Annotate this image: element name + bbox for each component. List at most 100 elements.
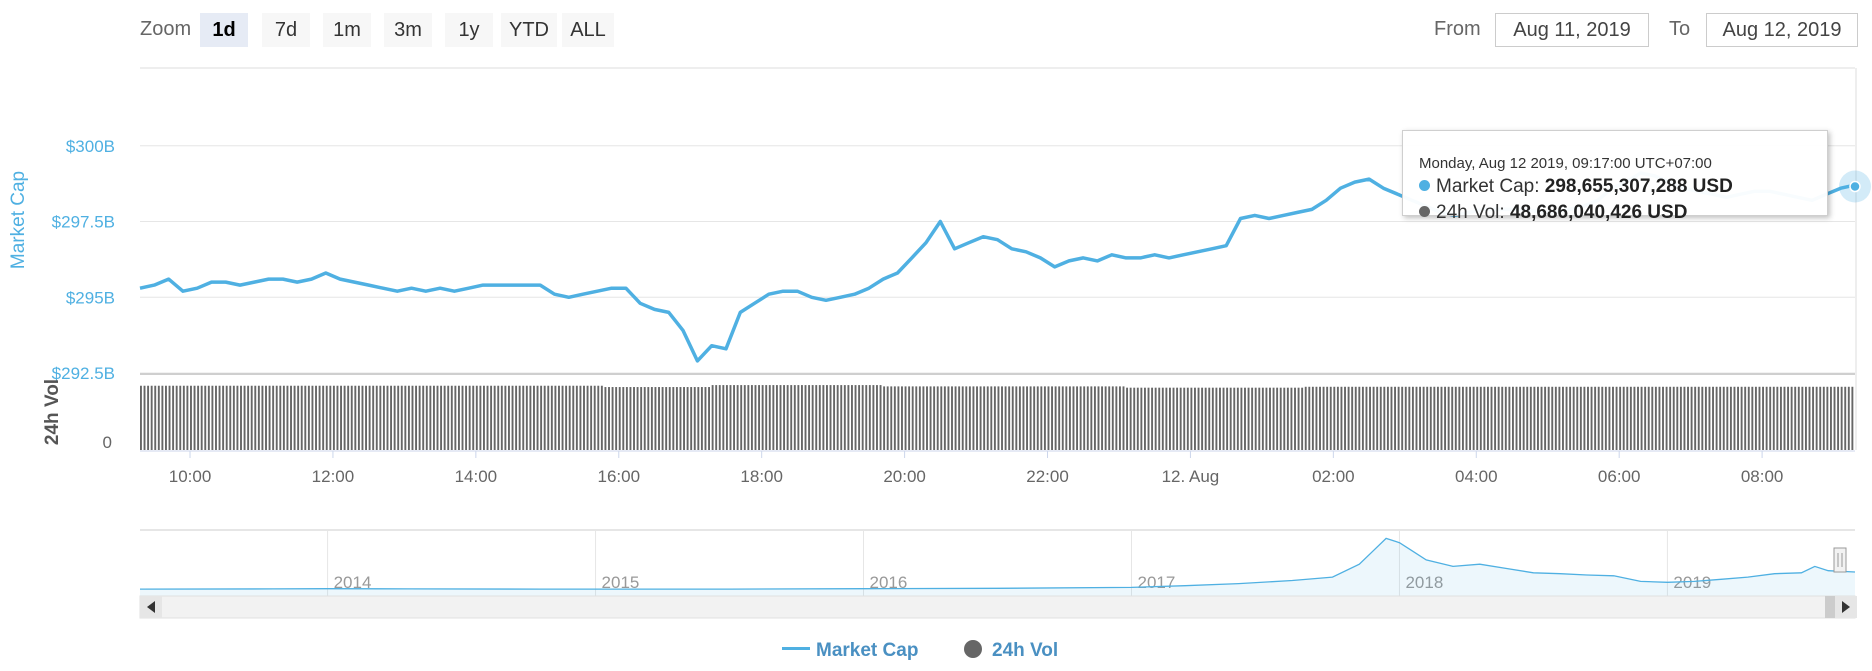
volume-bar bbox=[1340, 386, 1343, 450]
volume-bar bbox=[1558, 386, 1561, 450]
volume-bar bbox=[904, 386, 907, 450]
x-tick-label: 10:00 bbox=[169, 467, 212, 486]
volume-bar bbox=[1847, 386, 1850, 450]
to-date-input[interactable]: Aug 12, 2019 bbox=[1706, 13, 1858, 47]
volume-bar bbox=[372, 385, 375, 450]
volume-bar bbox=[236, 385, 239, 450]
legend: Market Cap 24h Vol bbox=[0, 640, 1872, 668]
volume-bar bbox=[1687, 386, 1689, 450]
volume-bar bbox=[1447, 386, 1450, 450]
volume-bar bbox=[911, 386, 914, 450]
volume-bar bbox=[493, 385, 496, 450]
volume-bar bbox=[886, 386, 889, 450]
volume-bar bbox=[350, 385, 353, 450]
zoom-1d-button[interactable]: 1d bbox=[200, 13, 248, 47]
volume-bar bbox=[1408, 386, 1411, 450]
zoom-all-button[interactable]: ALL bbox=[562, 13, 614, 47]
volume-bar bbox=[750, 385, 753, 450]
volume-bar bbox=[1108, 386, 1111, 450]
volume-axis: 0 bbox=[103, 433, 112, 452]
scrollbar[interactable] bbox=[139, 595, 1857, 619]
volume-bar bbox=[1619, 386, 1622, 450]
volume-bar bbox=[1419, 386, 1422, 450]
volume-bar bbox=[1047, 386, 1050, 450]
volume-bar bbox=[232, 385, 235, 450]
volume-bar bbox=[1233, 387, 1236, 450]
volume-bar bbox=[958, 386, 961, 450]
volume-bar bbox=[561, 385, 564, 450]
zoom-7d-button[interactable]: 7d bbox=[262, 13, 310, 47]
volume-bar bbox=[486, 385, 489, 450]
volume-bar bbox=[986, 386, 989, 450]
navigator-tick-label: 2015 bbox=[602, 573, 640, 592]
volume-bar bbox=[1647, 386, 1650, 450]
tooltip-volume-row: 24h Vol: 48,686,040,426 USD bbox=[1419, 200, 1827, 226]
line-swatch-icon bbox=[782, 647, 810, 650]
volume-bar bbox=[168, 385, 171, 450]
volume-bar bbox=[868, 385, 871, 450]
volume-bar bbox=[1486, 386, 1489, 450]
zoom-1y-button[interactable]: 1y bbox=[445, 13, 493, 47]
volume-bar bbox=[1347, 386, 1350, 450]
volume-bar bbox=[1733, 386, 1736, 450]
volume-bar bbox=[1272, 387, 1275, 450]
volume-bar bbox=[382, 385, 385, 450]
legend-item-market-cap[interactable]: Market Cap bbox=[782, 640, 918, 662]
volume-bar bbox=[897, 386, 900, 450]
volume-bar bbox=[1111, 386, 1114, 450]
volume-bar bbox=[1101, 386, 1104, 450]
volume-bar bbox=[983, 386, 986, 450]
volume-bar bbox=[747, 385, 750, 450]
legend-item-volume[interactable]: 24h Vol bbox=[964, 640, 1058, 662]
volume-bar bbox=[943, 386, 946, 450]
volume-bar bbox=[1444, 386, 1447, 450]
volume-bar bbox=[268, 385, 271, 450]
volume-bar bbox=[1026, 386, 1028, 450]
volume-bar bbox=[1333, 386, 1336, 450]
volume-bar bbox=[172, 385, 175, 450]
volume-bar bbox=[1594, 386, 1597, 450]
volume-bar bbox=[247, 385, 250, 450]
volume-bar bbox=[165, 385, 167, 450]
volume-bar bbox=[1051, 386, 1053, 450]
volume-bar bbox=[672, 387, 675, 450]
volume-bar bbox=[1783, 386, 1786, 450]
from-date-input[interactable]: Aug 11, 2019 bbox=[1495, 13, 1649, 47]
volume-bar bbox=[851, 385, 853, 450]
zoom-3m-button[interactable]: 3m bbox=[384, 13, 432, 47]
volume-bar bbox=[1226, 387, 1229, 450]
volume-bar bbox=[1479, 386, 1482, 450]
volume-bar bbox=[640, 387, 643, 450]
navigator[interactable]: 2014 2015 2016 2017 2018 2019 bbox=[139, 529, 1856, 596]
volume-bar bbox=[1001, 386, 1003, 450]
volume-bar bbox=[1819, 386, 1822, 450]
volume-bar bbox=[1301, 387, 1304, 450]
zoom-1m-button[interactable]: 1m bbox=[323, 13, 371, 47]
x-tick-label: 08:00 bbox=[1741, 467, 1784, 486]
volume-bar bbox=[472, 385, 475, 450]
volume-bar bbox=[611, 387, 614, 450]
volume-bar bbox=[1822, 386, 1825, 450]
volume-bar bbox=[293, 385, 296, 450]
volume-bar bbox=[150, 385, 153, 450]
volume-bar bbox=[1519, 386, 1522, 450]
volume-bar bbox=[961, 386, 964, 450]
volume-bar bbox=[1219, 387, 1221, 450]
volume-bar bbox=[161, 385, 164, 450]
volume-bar bbox=[1383, 386, 1386, 450]
volume-bar bbox=[1279, 387, 1282, 450]
volume-bar bbox=[779, 385, 782, 450]
volume-bar bbox=[1076, 386, 1079, 450]
volume-bar bbox=[272, 385, 275, 450]
volume-bar bbox=[1579, 386, 1582, 450]
volume-bar bbox=[379, 385, 382, 450]
volume-bar bbox=[965, 386, 968, 450]
zoom-ytd-button[interactable]: YTD bbox=[501, 13, 557, 47]
arrow-right-icon bbox=[1842, 601, 1850, 613]
volume-bar bbox=[708, 387, 710, 450]
volume-bar bbox=[1651, 386, 1654, 450]
volume-bar bbox=[650, 387, 653, 450]
volume-bar bbox=[179, 385, 182, 450]
volume-bar bbox=[1494, 386, 1497, 450]
volume-bar bbox=[754, 385, 757, 450]
